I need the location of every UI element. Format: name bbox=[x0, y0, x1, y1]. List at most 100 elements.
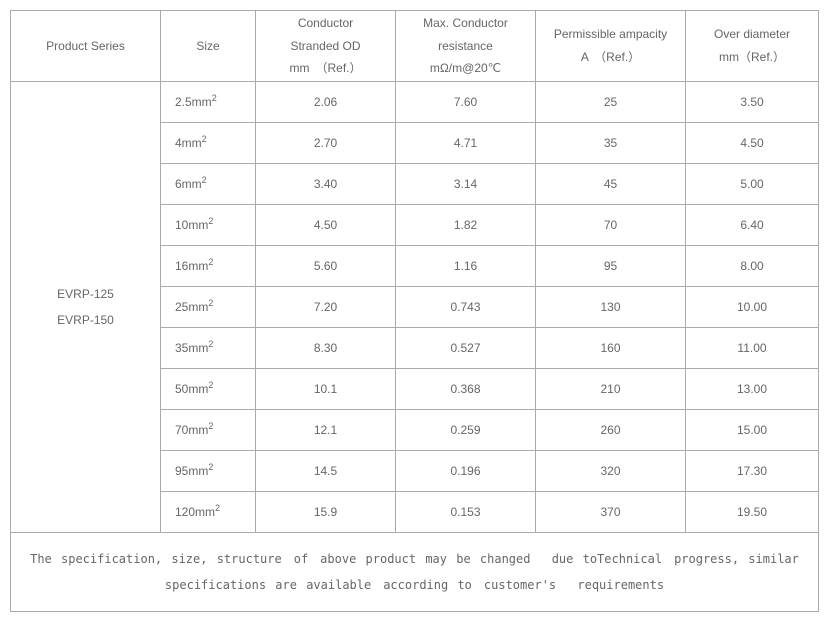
size-cell: 2.5mm2 bbox=[161, 82, 256, 123]
col-header-over: Over diameter mm（Ref.） bbox=[686, 11, 819, 82]
res-cell: 0.196 bbox=[396, 451, 536, 492]
size-exponent: 2 bbox=[208, 298, 213, 308]
amp-cell: 320 bbox=[536, 451, 686, 492]
col-header-res: Max. Conductor resistance mΩ/m@20℃ bbox=[396, 11, 536, 82]
size-value: 70mm bbox=[175, 423, 208, 437]
size-cell: 16mm2 bbox=[161, 246, 256, 287]
od-cell: 7.20 bbox=[256, 287, 396, 328]
size-cell: 10mm2 bbox=[161, 205, 256, 246]
col-header-series: Product Series bbox=[11, 11, 161, 82]
over-cell: 17.30 bbox=[686, 451, 819, 492]
size-value: 16mm bbox=[175, 259, 208, 273]
size-cell: 4mm2 bbox=[161, 123, 256, 164]
res-cell: 0.527 bbox=[396, 328, 536, 369]
amp-cell: 210 bbox=[536, 369, 686, 410]
size-exponent: 2 bbox=[208, 339, 213, 349]
series-item: EVRP-150 bbox=[57, 313, 114, 327]
od-cell: 5.60 bbox=[256, 246, 396, 287]
col-header-amp: Permissible ampacity A （Ref.） bbox=[536, 11, 686, 82]
over-cell: 15.00 bbox=[686, 410, 819, 451]
od-cell: 10.1 bbox=[256, 369, 396, 410]
amp-cell: 370 bbox=[536, 492, 686, 533]
size-exponent: 2 bbox=[212, 93, 217, 103]
col-header-size: Size bbox=[161, 11, 256, 82]
size-value: 2.5mm bbox=[175, 95, 212, 109]
size-value: 35mm bbox=[175, 341, 208, 355]
od-cell: 3.40 bbox=[256, 164, 396, 205]
res-cell: 3.14 bbox=[396, 164, 536, 205]
od-cell: 12.1 bbox=[256, 410, 396, 451]
size-value: 120mm bbox=[175, 505, 215, 519]
size-cell: 35mm2 bbox=[161, 328, 256, 369]
res-line1: Max. Conductor bbox=[423, 16, 508, 30]
amp-cell: 25 bbox=[536, 82, 686, 123]
footer-row: The specification, size, structure of ab… bbox=[11, 533, 819, 612]
spec-table: Product Series Size Conductor Stranded O… bbox=[10, 10, 819, 612]
size-exponent: 2 bbox=[208, 257, 213, 267]
amp-cell: 260 bbox=[536, 410, 686, 451]
od-cell: 4.50 bbox=[256, 205, 396, 246]
size-cell: 70mm2 bbox=[161, 410, 256, 451]
over-cell: 6.40 bbox=[686, 205, 819, 246]
size-exponent: 2 bbox=[202, 134, 207, 144]
amp-cell: 70 bbox=[536, 205, 686, 246]
over-cell: 5.00 bbox=[686, 164, 819, 205]
od-cell: 2.70 bbox=[256, 123, 396, 164]
size-cell: 120mm2 bbox=[161, 492, 256, 533]
size-cell: 95mm2 bbox=[161, 451, 256, 492]
res-cell: 1.82 bbox=[396, 205, 536, 246]
size-exponent: 2 bbox=[208, 421, 213, 431]
res-cell: 0.368 bbox=[396, 369, 536, 410]
od-cell: 2.06 bbox=[256, 82, 396, 123]
amp-cell: 130 bbox=[536, 287, 686, 328]
amp-cell: 95 bbox=[536, 246, 686, 287]
size-exponent: 2 bbox=[208, 380, 213, 390]
size-cell: 50mm2 bbox=[161, 369, 256, 410]
size-value: 95mm bbox=[175, 464, 208, 478]
series-cell: EVRP-125 EVRP-150 bbox=[11, 82, 161, 533]
size-value: 50mm bbox=[175, 382, 208, 396]
res-cell: 7.60 bbox=[396, 82, 536, 123]
over-line2: mm（Ref.） bbox=[719, 50, 785, 64]
size-cell: 25mm2 bbox=[161, 287, 256, 328]
res-cell: 4.71 bbox=[396, 123, 536, 164]
size-value: 25mm bbox=[175, 300, 208, 314]
footer-line2: specifications are available according t… bbox=[165, 578, 664, 592]
footer-note: The specification, size, structure of ab… bbox=[11, 533, 819, 612]
size-exponent: 2 bbox=[208, 216, 213, 226]
col-header-od: Conductor Stranded OD mm （Ref.） bbox=[256, 11, 396, 82]
amp-line1: Permissible ampacity bbox=[554, 27, 667, 41]
series-item: EVRP-125 bbox=[57, 287, 114, 301]
size-exponent: 2 bbox=[215, 503, 220, 513]
footer-line1: The specification, size, structure of ab… bbox=[30, 552, 799, 566]
size-cell: 6mm2 bbox=[161, 164, 256, 205]
od-line2: Stranded OD bbox=[290, 39, 360, 53]
res-line3: mΩ/m@20℃ bbox=[430, 61, 501, 75]
table-row: EVRP-125EVRP-1502.5mm22.067.60253.50 bbox=[11, 82, 819, 123]
od-cell: 15.9 bbox=[256, 492, 396, 533]
res-line2: resistance bbox=[438, 39, 493, 53]
size-exponent: 2 bbox=[202, 175, 207, 185]
size-value: 4mm bbox=[175, 136, 202, 150]
amp-line2: A （Ref.） bbox=[581, 50, 640, 64]
amp-cell: 45 bbox=[536, 164, 686, 205]
over-cell: 19.50 bbox=[686, 492, 819, 533]
od-cell: 8.30 bbox=[256, 328, 396, 369]
over-cell: 11.00 bbox=[686, 328, 819, 369]
size-exponent: 2 bbox=[208, 462, 213, 472]
amp-cell: 160 bbox=[536, 328, 686, 369]
size-value: 6mm bbox=[175, 177, 202, 191]
od-line3: mm （Ref.） bbox=[289, 61, 361, 75]
res-cell: 0.153 bbox=[396, 492, 536, 533]
over-cell: 3.50 bbox=[686, 82, 819, 123]
over-line1: Over diameter bbox=[714, 27, 790, 41]
res-cell: 1.16 bbox=[396, 246, 536, 287]
res-cell: 0.743 bbox=[396, 287, 536, 328]
table-body: EVRP-125EVRP-1502.5mm22.067.60253.504mm2… bbox=[11, 82, 819, 533]
over-cell: 10.00 bbox=[686, 287, 819, 328]
size-value: 10mm bbox=[175, 218, 208, 232]
over-cell: 8.00 bbox=[686, 246, 819, 287]
od-line1: Conductor bbox=[298, 16, 353, 30]
amp-cell: 35 bbox=[536, 123, 686, 164]
od-cell: 14.5 bbox=[256, 451, 396, 492]
